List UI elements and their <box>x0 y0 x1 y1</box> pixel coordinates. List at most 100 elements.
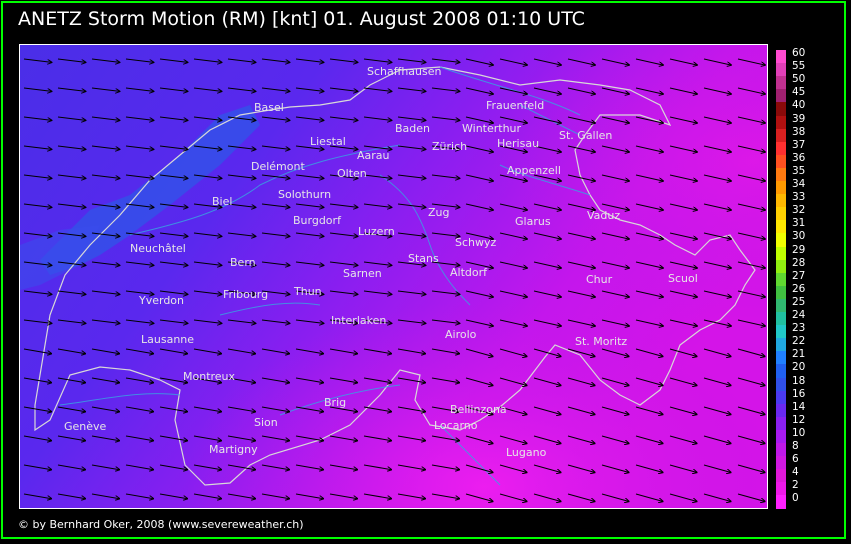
motion-arrow <box>57 348 86 354</box>
motion-arrow <box>159 116 188 120</box>
motion-arrow <box>295 464 324 470</box>
city-label: Frauenfeld <box>486 99 545 112</box>
motion-arrow <box>23 174 52 178</box>
motion-arrow <box>737 406 765 415</box>
motion-arrow <box>261 261 290 265</box>
legend-color-swatch <box>776 285 786 300</box>
motion-arrow <box>57 58 86 62</box>
legend-color-swatch <box>776 482 786 496</box>
motion-arrow <box>499 261 527 268</box>
legend-label: 45 <box>792 86 806 99</box>
motion-arrow <box>329 348 358 354</box>
motion-arrow <box>295 145 324 149</box>
motion-arrow <box>363 406 392 412</box>
motion-arrow <box>567 116 595 123</box>
motion-arrow <box>91 493 120 499</box>
legend-label: 24 <box>792 309 806 321</box>
legend-label: 34 <box>792 178 806 190</box>
motion-arrow <box>703 261 731 268</box>
motion-arrow <box>227 87 256 91</box>
motion-arrow <box>601 145 629 152</box>
motion-arrow <box>227 261 256 265</box>
motion-arrow <box>295 203 324 207</box>
motion-arrow <box>397 87 426 91</box>
motion-arrow <box>499 203 527 210</box>
city-label: Delémont <box>251 160 305 173</box>
motion-arrow <box>23 203 52 207</box>
motion-arrow <box>363 377 392 383</box>
motion-arrow <box>159 87 188 91</box>
motion-arrow <box>499 232 527 239</box>
motion-arrow <box>397 493 426 499</box>
motion-arrow <box>669 319 697 326</box>
motion-arrow <box>601 464 629 473</box>
motion-arrow <box>193 377 222 383</box>
city-label: Bellinzona <box>450 403 507 416</box>
motion-arrow <box>23 87 52 91</box>
legend-label: 21 <box>792 348 806 361</box>
motion-arrow <box>635 493 663 502</box>
motion-arrow <box>737 493 765 502</box>
legend-color-swatch <box>776 495 786 509</box>
motion-arrow <box>601 58 629 65</box>
motion-arrow <box>567 377 595 386</box>
motion-arrow <box>567 290 595 297</box>
motion-arrow <box>23 232 52 236</box>
motion-arrow <box>91 116 120 120</box>
motion-arrow <box>669 261 697 268</box>
motion-arrow <box>499 464 527 473</box>
motion-arrow <box>23 116 52 120</box>
motion-arrow <box>125 87 154 91</box>
motion-arrow <box>57 174 86 178</box>
motion-arrow <box>601 493 629 502</box>
legend-label: 12 <box>792 413 806 426</box>
motion-arrow <box>91 406 120 412</box>
legend-color-swatch <box>776 312 786 326</box>
motion-arrow <box>431 406 460 412</box>
motion-arrow <box>261 203 290 207</box>
motion-arrow <box>397 116 426 120</box>
motion-arrow <box>193 261 222 265</box>
motion-arrow <box>601 261 629 268</box>
motion-arrow <box>193 406 222 412</box>
motion-arrow <box>363 116 392 120</box>
motion-arrow <box>295 116 324 120</box>
motion-arrow <box>329 435 358 441</box>
motion-arrow <box>431 58 460 62</box>
motion-arrow <box>431 377 460 383</box>
motion-arrow <box>635 435 663 444</box>
motion-arrow <box>635 377 663 386</box>
motion-arrow <box>397 406 426 412</box>
motion-arrow <box>465 348 493 357</box>
motion-arrow <box>737 319 765 326</box>
motion-arrow <box>635 203 663 210</box>
motion-arrow <box>397 232 426 236</box>
motion-arrow <box>533 87 561 94</box>
motion-arrow <box>125 377 154 383</box>
motion-arrow <box>125 261 154 265</box>
motion-arrow <box>91 319 120 323</box>
motion-arrow <box>703 435 731 444</box>
motion-arrow <box>193 58 222 62</box>
motion-arrow <box>91 87 120 91</box>
motion-arrow <box>737 435 765 444</box>
legend-label: 10 <box>792 426 806 439</box>
city-label: Sion <box>254 416 278 429</box>
city-label: Herisau <box>497 137 540 150</box>
motion-arrow <box>703 58 731 65</box>
motion-arrow <box>125 435 154 441</box>
motion-arrow <box>329 232 358 236</box>
city-label: Lugano <box>506 446 547 459</box>
motion-arrow <box>329 406 358 412</box>
legend-color-swatch <box>776 207 786 221</box>
motion-arrow <box>125 174 154 178</box>
motion-arrow <box>125 406 154 412</box>
motion-arrow <box>431 232 460 236</box>
motion-arrow <box>295 174 324 178</box>
city-label: Aarau <box>357 149 390 162</box>
motion-arrow <box>499 116 527 123</box>
motion-arrow <box>737 145 765 152</box>
motion-arrow <box>261 145 290 149</box>
motion-arrow <box>295 377 324 383</box>
